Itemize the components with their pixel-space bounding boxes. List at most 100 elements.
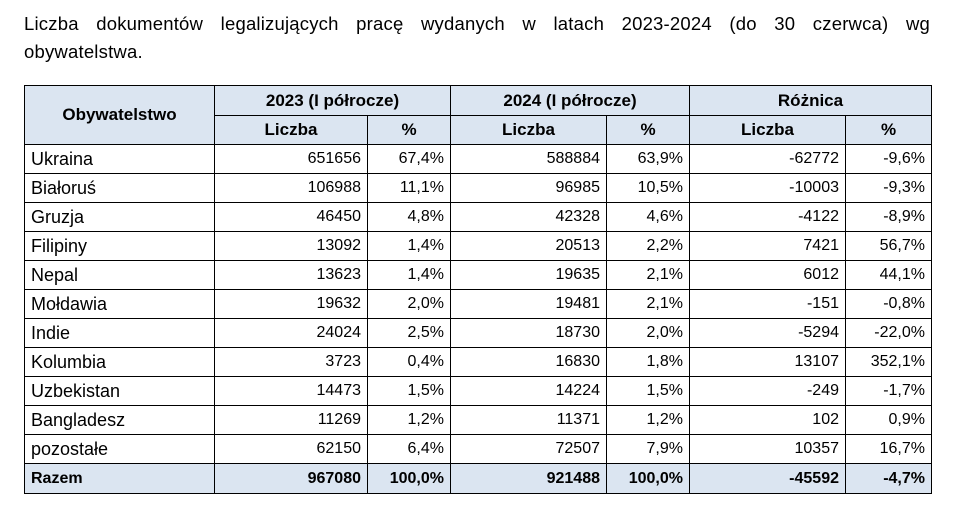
cell-count-2023: 106988 bbox=[214, 173, 368, 203]
table-row: Mołdawia 19632 2,0% 19481 2,1% -151 -0,8… bbox=[24, 289, 932, 319]
cell-pct-2023: 67,4% bbox=[367, 144, 451, 174]
header-2023-count: Liczba bbox=[214, 115, 368, 145]
cell-count-2024: 42328 bbox=[450, 202, 607, 232]
table-row: pozostałe 62150 6,4% 72507 7,9% 10357 16… bbox=[24, 434, 932, 464]
cell-count-2024: 96985 bbox=[450, 173, 607, 203]
cell-diff-pct: 352,1% bbox=[845, 347, 932, 377]
cell-diff-pct: -8,9% bbox=[845, 202, 932, 232]
cell-diff-pct: 56,7% bbox=[845, 231, 932, 261]
cell-pct-2024: 2,2% bbox=[606, 231, 690, 261]
cell-total-pct-2023: 100,0% bbox=[367, 463, 451, 494]
data-table: Obywatelstwo 2023 (I półrocze) 2024 (I p… bbox=[24, 85, 932, 494]
cell-pct-2024: 2,1% bbox=[606, 289, 690, 319]
cell-total-count-2023: 967080 bbox=[214, 463, 368, 494]
table-row: Gruzja 46450 4,8% 42328 4,6% -4122 -8,9% bbox=[24, 202, 932, 232]
cell-count-2023: 14473 bbox=[214, 376, 368, 406]
cell-count-2023: 46450 bbox=[214, 202, 368, 232]
cell-diff-pct: -1,7% bbox=[845, 376, 932, 406]
cell-count-2023: 24024 bbox=[214, 318, 368, 348]
cell-diff-pct: 16,7% bbox=[845, 434, 932, 464]
cell-pct-2023: 2,5% bbox=[367, 318, 451, 348]
cell-country: Gruzja bbox=[24, 202, 215, 232]
cell-diff-count: 102 bbox=[689, 405, 846, 435]
cell-diff-count: -151 bbox=[689, 289, 846, 319]
cell-pct-2024: 1,5% bbox=[606, 376, 690, 406]
table-row: Uzbekistan 14473 1,5% 14224 1,5% -249 -1… bbox=[24, 376, 932, 406]
cell-pct-2023: 1,4% bbox=[367, 231, 451, 261]
cell-country: Indie bbox=[24, 318, 215, 348]
table-row: Nepal 13623 1,4% 19635 2,1% 6012 44,1% bbox=[24, 260, 932, 290]
cell-diff-pct: -0,8% bbox=[845, 289, 932, 319]
header-2023: 2023 (I półrocze) bbox=[214, 85, 451, 116]
header-difference: Różnica bbox=[689, 85, 932, 116]
cell-count-2024: 14224 bbox=[450, 376, 607, 406]
cell-diff-count: -4122 bbox=[689, 202, 846, 232]
cell-total-diff-pct: -4,7% bbox=[845, 463, 932, 494]
header-2024-count: Liczba bbox=[450, 115, 607, 145]
cell-country: Uzbekistan bbox=[24, 376, 215, 406]
cell-diff-count: -5294 bbox=[689, 318, 846, 348]
header-2024: 2024 (I półrocze) bbox=[450, 85, 690, 116]
cell-count-2023: 651656 bbox=[214, 144, 368, 174]
cell-count-2023: 13623 bbox=[214, 260, 368, 290]
cell-count-2024: 19635 bbox=[450, 260, 607, 290]
cell-pct-2023: 0,4% bbox=[367, 347, 451, 377]
cell-diff-pct: -22,0% bbox=[845, 318, 932, 348]
cell-diff-pct: 44,1% bbox=[845, 260, 932, 290]
table-row: Filipiny 13092 1,4% 20513 2,2% 7421 56,7… bbox=[24, 231, 932, 261]
cell-count-2023: 3723 bbox=[214, 347, 368, 377]
cell-pct-2024: 2,0% bbox=[606, 318, 690, 348]
cell-pct-2024: 1,2% bbox=[606, 405, 690, 435]
cell-diff-count: -62772 bbox=[689, 144, 846, 174]
cell-country: Kolumbia bbox=[24, 347, 215, 377]
cell-count-2024: 19481 bbox=[450, 289, 607, 319]
cell-total-pct-2024: 100,0% bbox=[606, 463, 690, 494]
cell-country: Ukraina bbox=[24, 144, 215, 174]
cell-country: Białoruś bbox=[24, 173, 215, 203]
cell-diff-count: 7421 bbox=[689, 231, 846, 261]
header-2023-pct: % bbox=[367, 115, 451, 145]
table-row: Białoruś 106988 11,1% 96985 10,5% -10003… bbox=[24, 173, 932, 203]
cell-diff-count: 13107 bbox=[689, 347, 846, 377]
cell-pct-2024: 10,5% bbox=[606, 173, 690, 203]
cell-count-2023: 11269 bbox=[214, 405, 368, 435]
cell-diff-pct: -9,3% bbox=[845, 173, 932, 203]
cell-pct-2024: 2,1% bbox=[606, 260, 690, 290]
cell-country: Filipiny bbox=[24, 231, 215, 261]
cell-pct-2024: 7,9% bbox=[606, 434, 690, 464]
cell-pct-2023: 11,1% bbox=[367, 173, 451, 203]
header-diff-count: Liczba bbox=[689, 115, 846, 145]
table-body: Ukraina 651656 67,4% 588884 63,9% -62772… bbox=[24, 144, 932, 494]
table-row: Indie 24024 2,5% 18730 2,0% -5294 -22,0% bbox=[24, 318, 932, 348]
cell-pct-2023: 1,2% bbox=[367, 405, 451, 435]
cell-pct-2023: 1,5% bbox=[367, 376, 451, 406]
cell-pct-2023: 4,8% bbox=[367, 202, 451, 232]
cell-count-2023: 62150 bbox=[214, 434, 368, 464]
table-header: Obywatelstwo 2023 (I półrocze) 2024 (I p… bbox=[24, 85, 932, 145]
cell-country: Mołdawia bbox=[24, 289, 215, 319]
caption-line-1: Liczba dokumentów legalizujących pracę w… bbox=[24, 13, 930, 34]
cell-count-2024: 18730 bbox=[450, 318, 607, 348]
cell-country: Nepal bbox=[24, 260, 215, 290]
cell-diff-pct: 0,9% bbox=[845, 405, 932, 435]
cell-pct-2024: 4,6% bbox=[606, 202, 690, 232]
cell-country: pozostałe bbox=[24, 434, 215, 464]
cell-count-2024: 11371 bbox=[450, 405, 607, 435]
table-row: Ukraina 651656 67,4% 588884 63,9% -62772… bbox=[24, 144, 932, 174]
caption-line-2: obywatelstwa. bbox=[24, 41, 143, 62]
table-caption: Liczba dokumentów legalizujących pracę w… bbox=[24, 10, 930, 66]
cell-diff-count: 6012 bbox=[689, 260, 846, 290]
cell-count-2024: 20513 bbox=[450, 231, 607, 261]
cell-count-2023: 13092 bbox=[214, 231, 368, 261]
cell-count-2024: 588884 bbox=[450, 144, 607, 174]
cell-country: Bangladesz bbox=[24, 405, 215, 435]
cell-diff-count: 10357 bbox=[689, 434, 846, 464]
cell-pct-2023: 2,0% bbox=[367, 289, 451, 319]
cell-count-2024: 72507 bbox=[450, 434, 607, 464]
cell-total-label: Razem bbox=[24, 463, 215, 494]
cell-total-diff-count: -45592 bbox=[689, 463, 846, 494]
total-row: Razem 967080 100,0% 921488 100,0% -45592… bbox=[24, 463, 932, 494]
table-row: Bangladesz 11269 1,2% 11371 1,2% 102 0,9… bbox=[24, 405, 932, 435]
header-2024-pct: % bbox=[606, 115, 690, 145]
cell-count-2023: 19632 bbox=[214, 289, 368, 319]
